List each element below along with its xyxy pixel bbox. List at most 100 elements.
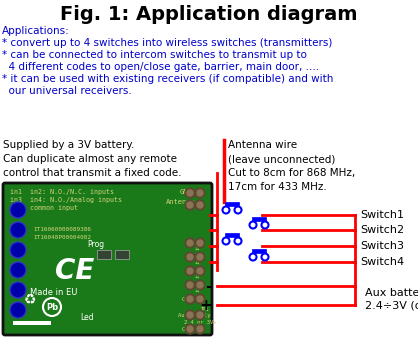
Text: Prog: Prog [87,240,104,249]
Circle shape [187,296,193,302]
Text: in4: in4 [196,282,201,292]
Circle shape [197,268,203,274]
Text: Pb: Pb [46,302,58,312]
Circle shape [195,310,205,320]
Text: * convert up to 4 switches into wireless switches (transmitters): * convert up to 4 switches into wireless… [2,38,332,48]
Circle shape [234,238,242,244]
Circle shape [187,240,193,246]
Bar [225,233,239,237]
Circle shape [187,282,193,288]
Text: +: + [14,265,22,275]
Circle shape [197,282,203,288]
Circle shape [185,280,195,290]
Circle shape [195,238,205,248]
Text: Switch1: Switch1 [360,210,404,220]
Text: ♻: ♻ [24,293,36,307]
Circle shape [197,326,203,332]
Circle shape [262,254,268,260]
Circle shape [195,280,205,290]
Text: +: + [14,285,22,295]
Circle shape [10,282,26,298]
Circle shape [187,312,193,318]
Text: our universal receivers.: our universal receivers. [2,86,132,96]
Text: GND: GND [182,327,193,332]
Circle shape [197,202,203,208]
Text: Switch2: Switch2 [360,225,404,235]
Bar [252,249,266,253]
Text: CE: CE [55,257,94,285]
Text: JP1: JP1 [200,307,210,312]
Circle shape [10,262,26,278]
Circle shape [10,202,26,218]
Bar [115,250,129,259]
Circle shape [197,312,203,318]
Circle shape [187,254,193,260]
Circle shape [185,200,195,210]
Circle shape [195,252,205,262]
Text: 2.4 or 3V+: 2.4 or 3V+ [184,320,217,325]
Circle shape [185,310,195,320]
Circle shape [187,190,193,196]
Circle shape [195,324,205,334]
Text: +: + [14,245,22,255]
Text: in2: in2 [196,254,201,264]
Circle shape [187,268,193,274]
Circle shape [197,190,203,196]
Circle shape [195,294,205,304]
Text: in1: in1 [196,240,201,250]
Text: Made in EU: Made in EU [30,288,77,297]
Text: GND: common input: GND: common input [10,205,78,211]
Text: +: + [199,298,212,313]
Circle shape [234,206,242,214]
Circle shape [195,200,205,210]
Bar [252,217,266,220]
Text: -: - [206,279,212,294]
Text: +: + [14,305,22,315]
Bar [97,250,111,259]
Circle shape [195,266,205,276]
Circle shape [262,221,268,228]
Bar [225,202,239,205]
Text: Fig. 1: Application diagram: Fig. 1: Application diagram [60,5,358,24]
Circle shape [197,240,203,246]
Circle shape [185,252,195,262]
Circle shape [185,324,195,334]
Circle shape [250,254,257,260]
Circle shape [10,242,26,258]
Text: Applications:: Applications: [2,26,70,36]
Text: 4 different codes to open/close gate, barrier, main door, ....: 4 different codes to open/close gate, ba… [2,62,319,72]
Circle shape [185,238,195,248]
Circle shape [185,266,195,276]
Circle shape [10,302,26,318]
FancyBboxPatch shape [3,183,212,335]
Circle shape [195,188,205,198]
Circle shape [197,254,203,260]
Circle shape [185,294,195,304]
Text: in1  in2: N.O./N.C. inputs: in1 in2: N.O./N.C. inputs [10,189,114,195]
Circle shape [187,202,193,208]
Circle shape [187,326,193,332]
Text: Antenna: Antenna [166,199,196,205]
Circle shape [222,206,229,214]
Text: IT16060000089386: IT16060000089386 [33,227,91,232]
Text: Aux battery
2.4÷3V (optional): Aux battery 2.4÷3V (optional) [365,288,418,311]
Text: Aux Supply: Aux Supply [178,313,211,318]
Text: in3  in4: N.O./Analog inputs: in3 in4: N.O./Analog inputs [10,197,122,203]
Text: +: + [14,205,22,215]
Text: IT16048P00004082: IT16048P00004082 [33,235,91,240]
Circle shape [250,221,257,228]
Text: Switch4: Switch4 [360,257,404,267]
Text: in3: in3 [196,268,201,278]
Circle shape [10,222,26,238]
Text: +: + [14,225,22,235]
Circle shape [185,188,195,198]
Circle shape [222,238,229,244]
Bar [13,321,51,325]
Text: GND: GND [180,189,193,195]
Text: Antenna wire
(leave unconnected)
Cut to 8cm for 868 MHz,
17cm for 433 MHz.: Antenna wire (leave unconnected) Cut to … [228,140,355,192]
Text: Switch3: Switch3 [360,241,404,251]
Text: GND: GND [182,297,193,302]
Text: Led: Led [80,313,94,322]
Text: * it can be used with existing receivers (if compatible) and with: * it can be used with existing receivers… [2,74,334,84]
Text: * can be connected to intercom switches to transmit up to: * can be connected to intercom switches … [2,50,307,60]
